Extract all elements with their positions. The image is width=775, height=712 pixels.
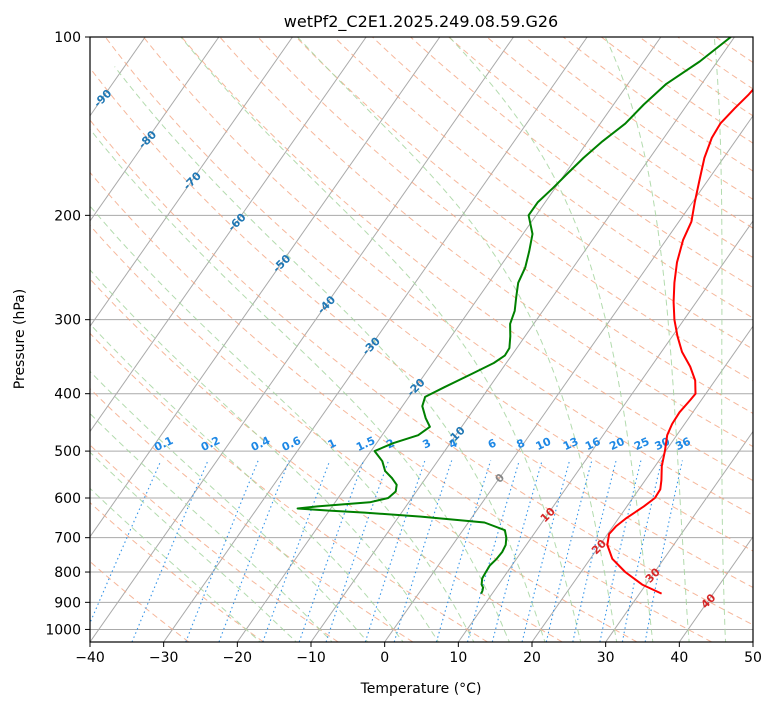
- x-tick-label: −30: [149, 650, 179, 666]
- y-axis-title: Pressure (hPa): [12, 289, 28, 389]
- y-tick-label: 900: [54, 595, 81, 611]
- y-tick-label: 300: [54, 313, 81, 329]
- chart-title: wetPf2_C2E1.2025.249.08.59.G26: [284, 12, 558, 32]
- x-tick-label: 50: [744, 650, 762, 666]
- x-tick-label: 40: [670, 650, 688, 666]
- y-tick-label: 800: [54, 565, 81, 581]
- x-tick-label: 10: [449, 650, 467, 666]
- y-tick-label: 1000: [45, 622, 81, 638]
- y-tick-label: 200: [54, 208, 81, 224]
- x-tick-label: 20: [523, 650, 541, 666]
- x-tick-label: −10: [296, 650, 326, 666]
- y-tick-label: 100: [54, 30, 81, 46]
- x-tick-label: 30: [597, 650, 615, 666]
- y-tick-label: 700: [54, 531, 81, 547]
- y-tick-label: 400: [54, 387, 81, 403]
- x-tick-label: −40: [75, 650, 105, 666]
- y-tick-label: 500: [54, 444, 81, 460]
- x-axis-title: Temperature (°C): [360, 681, 482, 697]
- x-tick-label: 0: [380, 650, 389, 666]
- y-tick-label: 600: [54, 491, 81, 507]
- x-tick-label: −20: [223, 650, 253, 666]
